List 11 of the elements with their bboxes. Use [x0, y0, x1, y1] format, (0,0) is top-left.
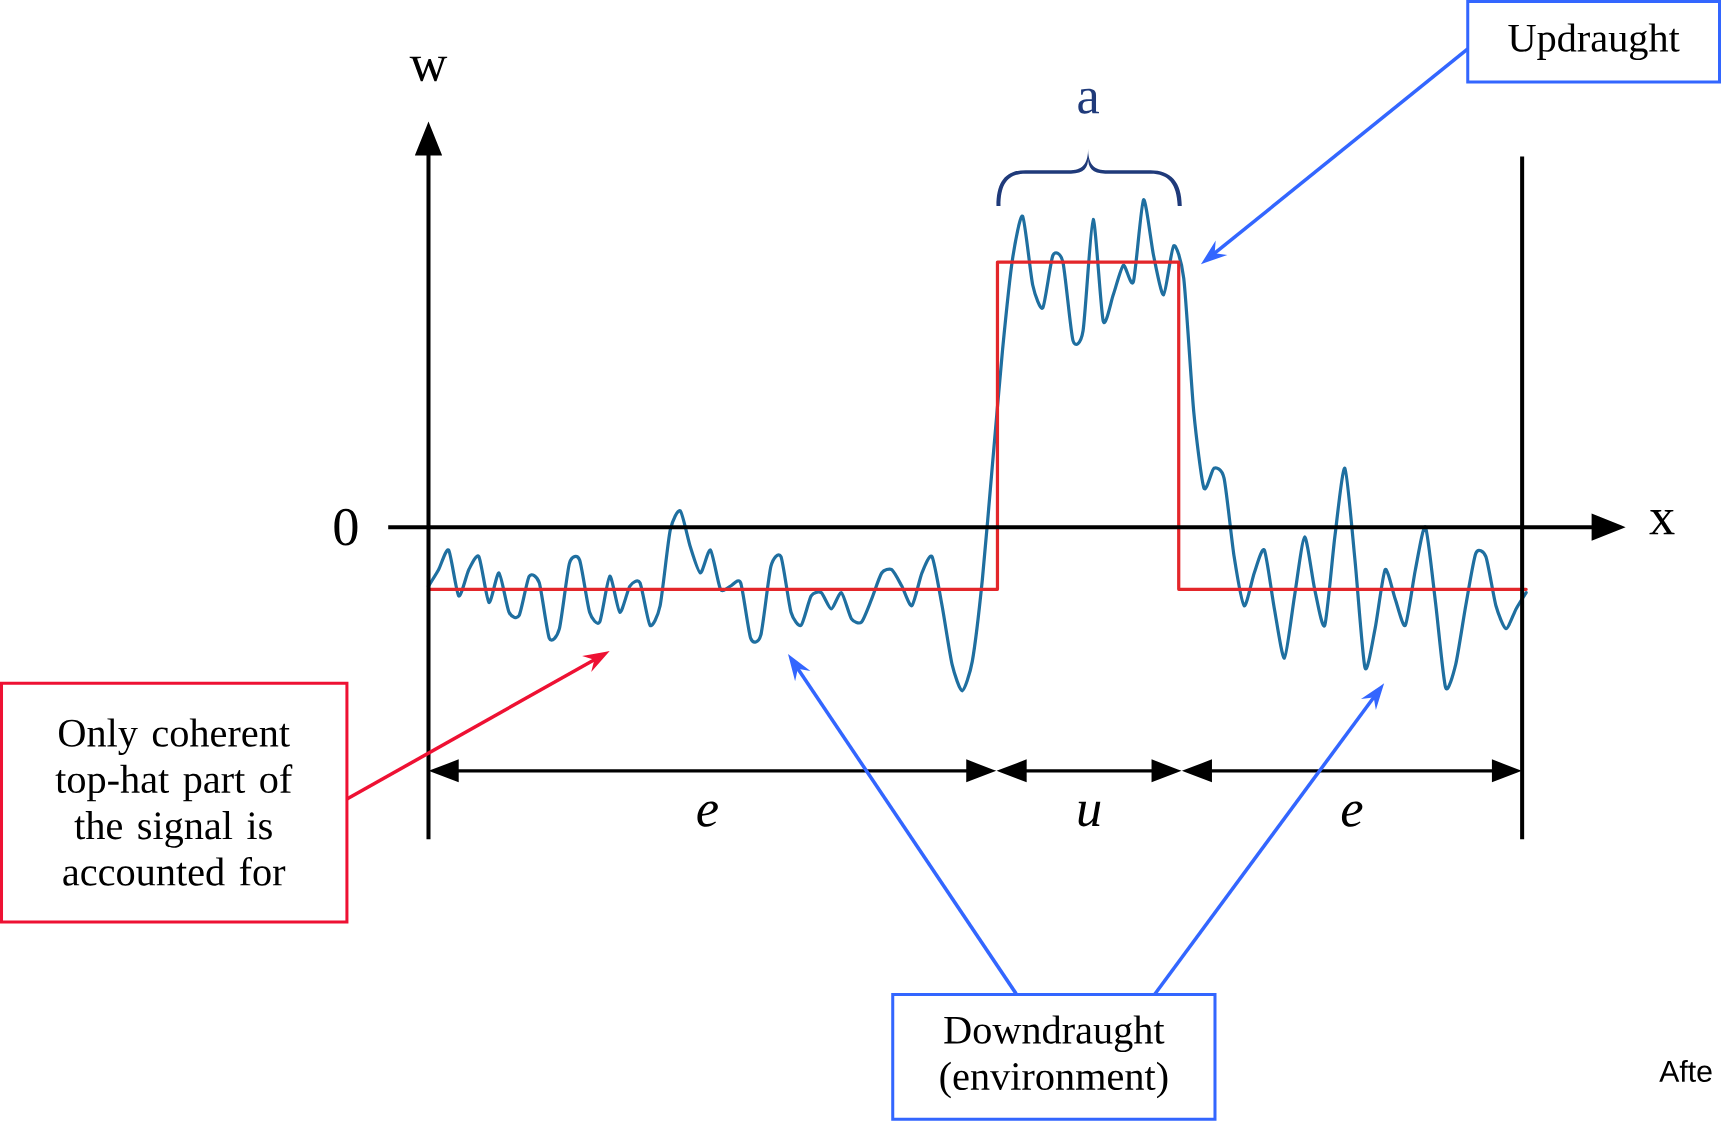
x-axis-title: x [1649, 510, 1675, 535]
text: e [1341, 801, 1363, 827]
text: Updraught [1508, 23, 1680, 61]
y-axis-title: w [409, 56, 448, 82]
text: u [1078, 801, 1101, 827]
text: Only coherent top-hat part of the signal is accounted for [55, 718, 293, 886]
text: Downdraught (environment) [940, 1015, 1168, 1099]
text: a [1078, 88, 1100, 114]
text: Afte [1659, 1059, 1712, 1083]
text: e [697, 801, 718, 827]
text: 0 [334, 508, 358, 546]
